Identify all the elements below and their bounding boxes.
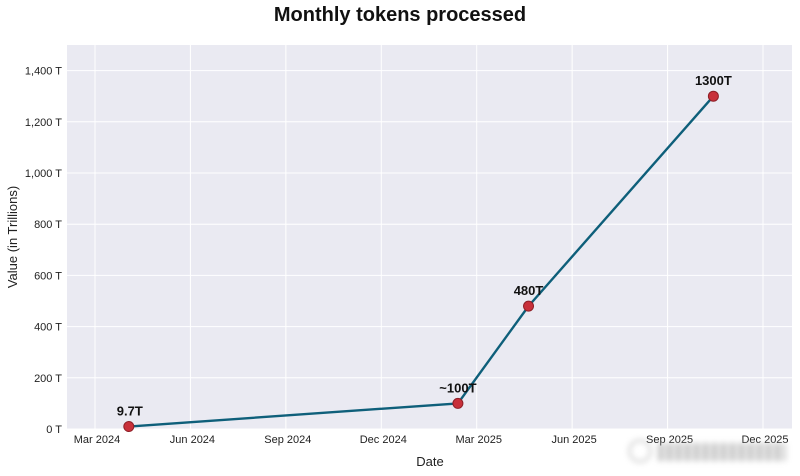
y-tick-label: 600 T — [34, 270, 62, 282]
data-point-label: 480T — [514, 283, 544, 298]
data-point-marker — [452, 397, 464, 409]
plot-area — [67, 45, 792, 429]
data-labels: 9.7T ~100T 480T 1300T — [117, 73, 732, 418]
x-tick-label: Jun 2024 — [170, 434, 215, 446]
x-tick-label: Sep 2024 — [264, 434, 311, 446]
x-axis-ticks: Mar 2024 Jun 2024 Sep 2024 Dec 2024 Mar 2025… — [74, 434, 789, 446]
x-tick-label: Mar 2024 — [74, 434, 120, 446]
x-tick-label: Dec 2024 — [360, 434, 407, 446]
y-tick-label: 1,400 T — [25, 66, 62, 78]
data-point-marker — [707, 90, 719, 102]
y-tick-label: 0 T — [46, 424, 62, 436]
data-point-marker — [123, 421, 135, 433]
y-tick-label: 800 T — [34, 219, 62, 231]
data-point-label: ~100T — [439, 380, 476, 395]
chart-title: Monthly tokens processed — [273, 4, 527, 26]
grid-lines — [67, 45, 792, 430]
x-tick-label: Mar 2025 — [455, 434, 501, 446]
x-tick-label: Sep 2025 — [646, 434, 693, 446]
x-tick-label: Dec 2025 — [741, 434, 788, 446]
data-point-label: 9.7T — [117, 404, 143, 419]
y-tick-label: 400 T — [34, 322, 62, 334]
y-axis-ticks: 0 T 200 T 400 T 600 T 800 T 1,000 T 1,200 T 1,4… — [25, 66, 62, 436]
data-point-marker — [523, 300, 535, 312]
data-points — [123, 90, 719, 433]
y-tick-label: 200 T — [34, 373, 62, 385]
x-axis-label: Date — [416, 454, 443, 469]
data-point-label: 1300T — [695, 73, 732, 88]
y-tick-label: 1,200 T — [25, 117, 62, 129]
y-tick-label: 1,000 T — [25, 168, 62, 180]
y-axis-label: Value (in Trillions) — [5, 186, 20, 288]
x-tick-label: Jun 2025 — [552, 434, 597, 446]
series-line — [128, 95, 715, 428]
